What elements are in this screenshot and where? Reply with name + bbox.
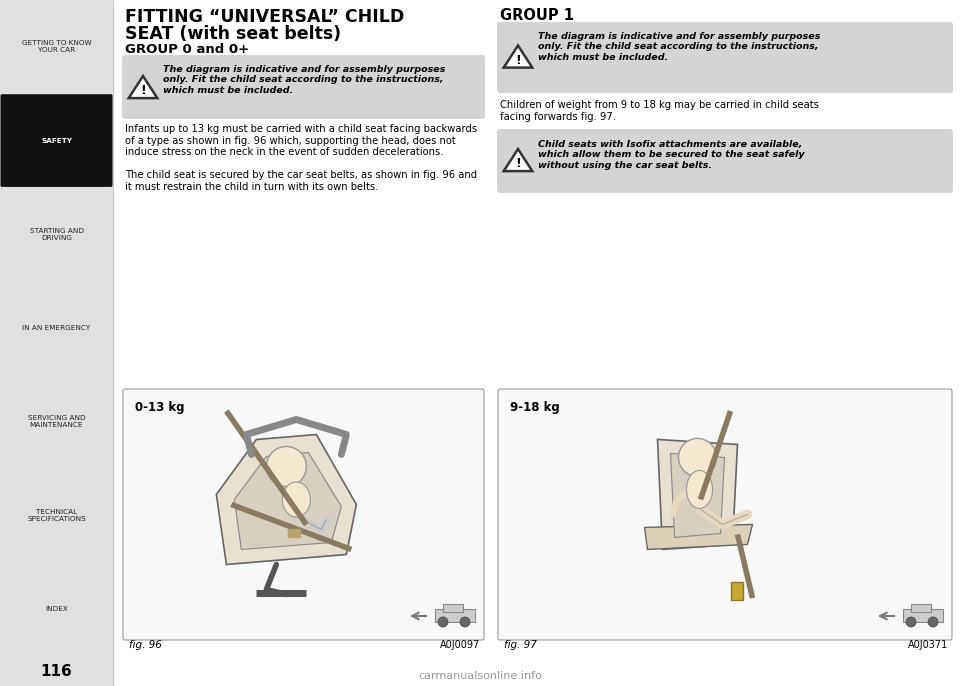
Text: FITTING “UNIVERSAL” CHILD: FITTING “UNIVERSAL” CHILD [125, 8, 404, 26]
Circle shape [679, 438, 716, 477]
Text: fig. 97: fig. 97 [504, 640, 537, 650]
Polygon shape [504, 149, 532, 171]
FancyBboxPatch shape [1, 282, 112, 375]
Text: The diagram is indicative and for assembly purposes
only. Fit the child seat acc: The diagram is indicative and for assemb… [538, 32, 821, 62]
Ellipse shape [686, 471, 712, 508]
Ellipse shape [282, 482, 310, 517]
Text: SEAT (with seat belts): SEAT (with seat belts) [125, 25, 341, 43]
FancyBboxPatch shape [1, 469, 112, 562]
Polygon shape [216, 434, 356, 565]
Polygon shape [129, 76, 157, 98]
Polygon shape [644, 524, 753, 549]
Text: The child seat is secured by the car seat belts, as shown in fig. 96 and
it must: The child seat is secured by the car sea… [125, 170, 477, 191]
Text: INDEX: INDEX [45, 606, 68, 612]
Polygon shape [234, 453, 342, 549]
Circle shape [460, 617, 470, 627]
Text: Child seats with Isofix attachments are available,
which allow them to be secure: Child seats with Isofix attachments are … [538, 140, 804, 170]
Bar [0, 0, 113, 686]
FancyBboxPatch shape [122, 55, 485, 119]
Text: A0J0371: A0J0371 [908, 640, 948, 650]
Text: 0-13 kg: 0-13 kg [135, 401, 184, 414]
Text: fig. 96: fig. 96 [129, 640, 162, 650]
Text: SERVICING AND
MAINTENANCE: SERVICING AND MAINTENANCE [28, 415, 85, 428]
Text: IN AN EMERGENCY: IN AN EMERGENCY [22, 325, 90, 331]
Text: carmanualsonline.info: carmanualsonline.info [418, 671, 542, 681]
Bar [903, 609, 943, 622]
Bar [443, 604, 463, 612]
FancyBboxPatch shape [497, 129, 953, 193]
FancyBboxPatch shape [123, 389, 484, 640]
FancyBboxPatch shape [1, 188, 112, 281]
FancyBboxPatch shape [1, 94, 112, 187]
FancyBboxPatch shape [497, 22, 953, 93]
FancyBboxPatch shape [1, 563, 112, 656]
Circle shape [906, 617, 916, 627]
Text: !: ! [516, 158, 521, 170]
FancyBboxPatch shape [1, 375, 112, 468]
Text: 9-18 kg: 9-18 kg [510, 401, 560, 414]
Polygon shape [504, 45, 532, 68]
Text: SAFETY: SAFETY [41, 138, 72, 143]
FancyBboxPatch shape [498, 389, 952, 640]
Text: STARTING AND
DRIVING: STARTING AND DRIVING [30, 228, 84, 241]
Bar [731, 582, 742, 600]
Bar [911, 604, 931, 612]
Text: !: ! [516, 54, 521, 67]
Text: The diagram is indicative and for assembly purposes
only. Fit the child seat acc: The diagram is indicative and for assemb… [163, 65, 445, 95]
Text: GROUP 1: GROUP 1 [500, 8, 574, 23]
Text: Infants up to 13 kg must be carried with a child seat facing backwards
of a type: Infants up to 13 kg must be carried with… [125, 124, 477, 157]
Text: TECHNICAL
SPECIFICATIONS: TECHNICAL SPECIFICATIONS [27, 509, 85, 522]
Text: GETTING TO KNOW
YOUR CAR: GETTING TO KNOW YOUR CAR [22, 40, 91, 54]
Circle shape [438, 617, 448, 627]
Bar [288, 528, 300, 536]
Text: 116: 116 [40, 663, 72, 678]
Bar [435, 609, 475, 622]
Text: !: ! [140, 84, 146, 97]
Text: GROUP 0 and 0+: GROUP 0 and 0+ [125, 43, 250, 56]
Circle shape [928, 617, 938, 627]
Circle shape [266, 447, 306, 486]
Polygon shape [670, 453, 725, 537]
FancyBboxPatch shape [1, 1, 112, 93]
Text: A0J0097: A0J0097 [440, 640, 480, 650]
Polygon shape [658, 440, 737, 549]
Text: Children of weight from 9 to 18 kg may be carried in child seats
facing forwards: Children of weight from 9 to 18 kg may b… [500, 100, 819, 121]
